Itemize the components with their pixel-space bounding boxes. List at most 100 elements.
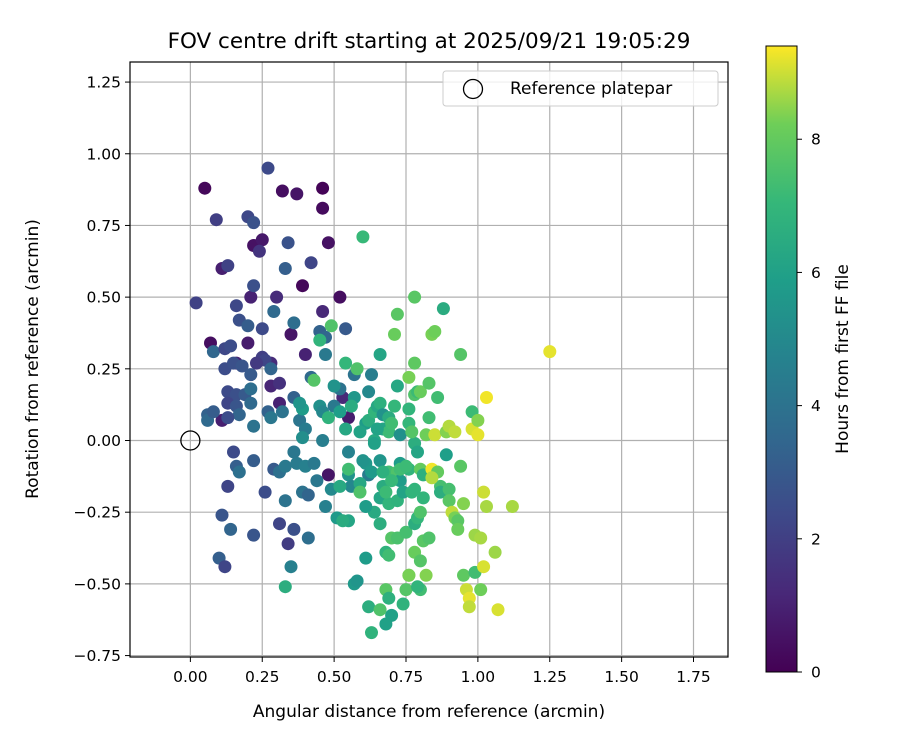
scatter-point xyxy=(247,454,261,468)
scatter-point xyxy=(405,425,419,439)
scatter-point xyxy=(413,554,427,568)
scatter-point xyxy=(218,560,232,574)
scatter-point xyxy=(339,322,353,336)
scatter-point xyxy=(448,425,462,439)
scatter-point xyxy=(543,345,557,359)
colorbar-tick-label: 0 xyxy=(811,664,821,682)
scatter-point xyxy=(235,359,249,373)
scatter-point xyxy=(281,537,295,551)
scatter-point xyxy=(316,181,330,195)
x-tick-label: 0.50 xyxy=(317,668,352,686)
scatter-point xyxy=(422,531,436,545)
reference-platepar-marker xyxy=(180,430,201,451)
scatter-point xyxy=(278,262,292,275)
scatter-point xyxy=(261,161,275,175)
y-tick-label: 1.00 xyxy=(86,145,121,163)
scatter-point xyxy=(321,468,335,482)
scatter-point xyxy=(471,413,485,427)
scatter-point xyxy=(241,319,255,333)
axis-ticks: 0.00 0.25 0.50 0.75 1.00 1.25 1.50 1.75 −0.75 −0.… xyxy=(74,74,711,686)
scatter-point xyxy=(379,617,393,631)
scatter-point xyxy=(321,236,335,250)
scatter-point xyxy=(442,482,456,496)
scatter-point xyxy=(229,299,243,313)
scatter-point xyxy=(287,316,301,330)
scatter-point xyxy=(241,336,255,350)
scatter-point xyxy=(373,603,387,617)
colorbar-tick-label: 8 xyxy=(811,131,821,149)
scatter-point xyxy=(264,362,278,376)
colorbar-tick-label: 6 xyxy=(811,264,821,282)
legend-box xyxy=(442,70,719,107)
scatter-point xyxy=(442,494,456,508)
scatter-point xyxy=(431,391,445,404)
scatter-point xyxy=(425,471,439,485)
scatter-point xyxy=(359,551,373,565)
scatter-point xyxy=(373,396,387,410)
scatter-point xyxy=(313,333,327,347)
scatter-point xyxy=(206,405,220,419)
scatter-point xyxy=(439,448,453,462)
scatter-point xyxy=(365,368,378,382)
scatter-point xyxy=(278,580,292,594)
scatter-point xyxy=(454,459,468,473)
scatter-point xyxy=(316,434,330,447)
scatter-point xyxy=(333,479,347,493)
scatter-point xyxy=(275,405,289,419)
scatter-point xyxy=(457,568,470,582)
scatter-point xyxy=(422,411,436,425)
scatter-point xyxy=(416,491,430,505)
scatter-point xyxy=(206,345,220,359)
y-tick-label: 1.25 xyxy=(86,74,121,92)
scatter-point xyxy=(284,327,298,341)
y-tick-label: −0.75 xyxy=(74,647,122,665)
scatter-point xyxy=(296,279,309,293)
scatter-point xyxy=(474,531,488,545)
colorbar-tick-label: 4 xyxy=(811,397,821,415)
scatter-point xyxy=(480,500,493,513)
scatter-point xyxy=(296,431,309,445)
scatter-point xyxy=(428,428,442,442)
scatter-point xyxy=(362,385,376,399)
scatter-point xyxy=(247,279,261,293)
scatter-point xyxy=(321,411,335,425)
scatter-point xyxy=(198,181,212,195)
scatter-point xyxy=(457,497,470,511)
y-tick-label: −0.25 xyxy=(74,504,122,522)
scatter-point xyxy=(365,465,378,479)
scatter-point xyxy=(189,296,203,310)
scatter-point xyxy=(373,454,387,468)
scatter-point xyxy=(221,479,235,493)
y-tick-label: 0.75 xyxy=(86,217,121,235)
scatter-point xyxy=(275,184,289,198)
scatter-point xyxy=(290,187,304,201)
scatter-point xyxy=(307,373,321,387)
scatter-point xyxy=(342,462,355,476)
scatter-point xyxy=(221,411,235,425)
scatter-point xyxy=(224,339,238,353)
scatter-point xyxy=(388,399,401,413)
scatter-point xyxy=(382,591,396,605)
x-tick-label: 1.75 xyxy=(676,668,711,686)
scatter-point xyxy=(342,445,355,459)
scatter-point xyxy=(408,482,422,496)
legend-marker-open-circle xyxy=(462,78,484,100)
scatter-point xyxy=(451,522,465,536)
scatter-point xyxy=(316,305,330,318)
y-axis-label: Rotation from reference (arcmin) xyxy=(23,219,43,499)
scatter-point xyxy=(373,517,387,531)
scatter-point xyxy=(396,597,410,611)
scatter-point xyxy=(232,408,246,422)
scatter-point xyxy=(284,560,298,574)
scatter-point xyxy=(267,305,281,318)
scatter-point xyxy=(356,454,370,468)
scatter-point xyxy=(505,500,519,513)
scatter-point xyxy=(247,216,261,230)
scatter-point xyxy=(298,348,312,361)
legend-label-reference-platepar: Reference platepar xyxy=(510,79,672,99)
scatter-point xyxy=(316,201,330,215)
scatter-point xyxy=(370,422,384,436)
scatter-point xyxy=(281,236,295,250)
scatter-point xyxy=(353,425,367,439)
scatter-point xyxy=(215,508,229,522)
